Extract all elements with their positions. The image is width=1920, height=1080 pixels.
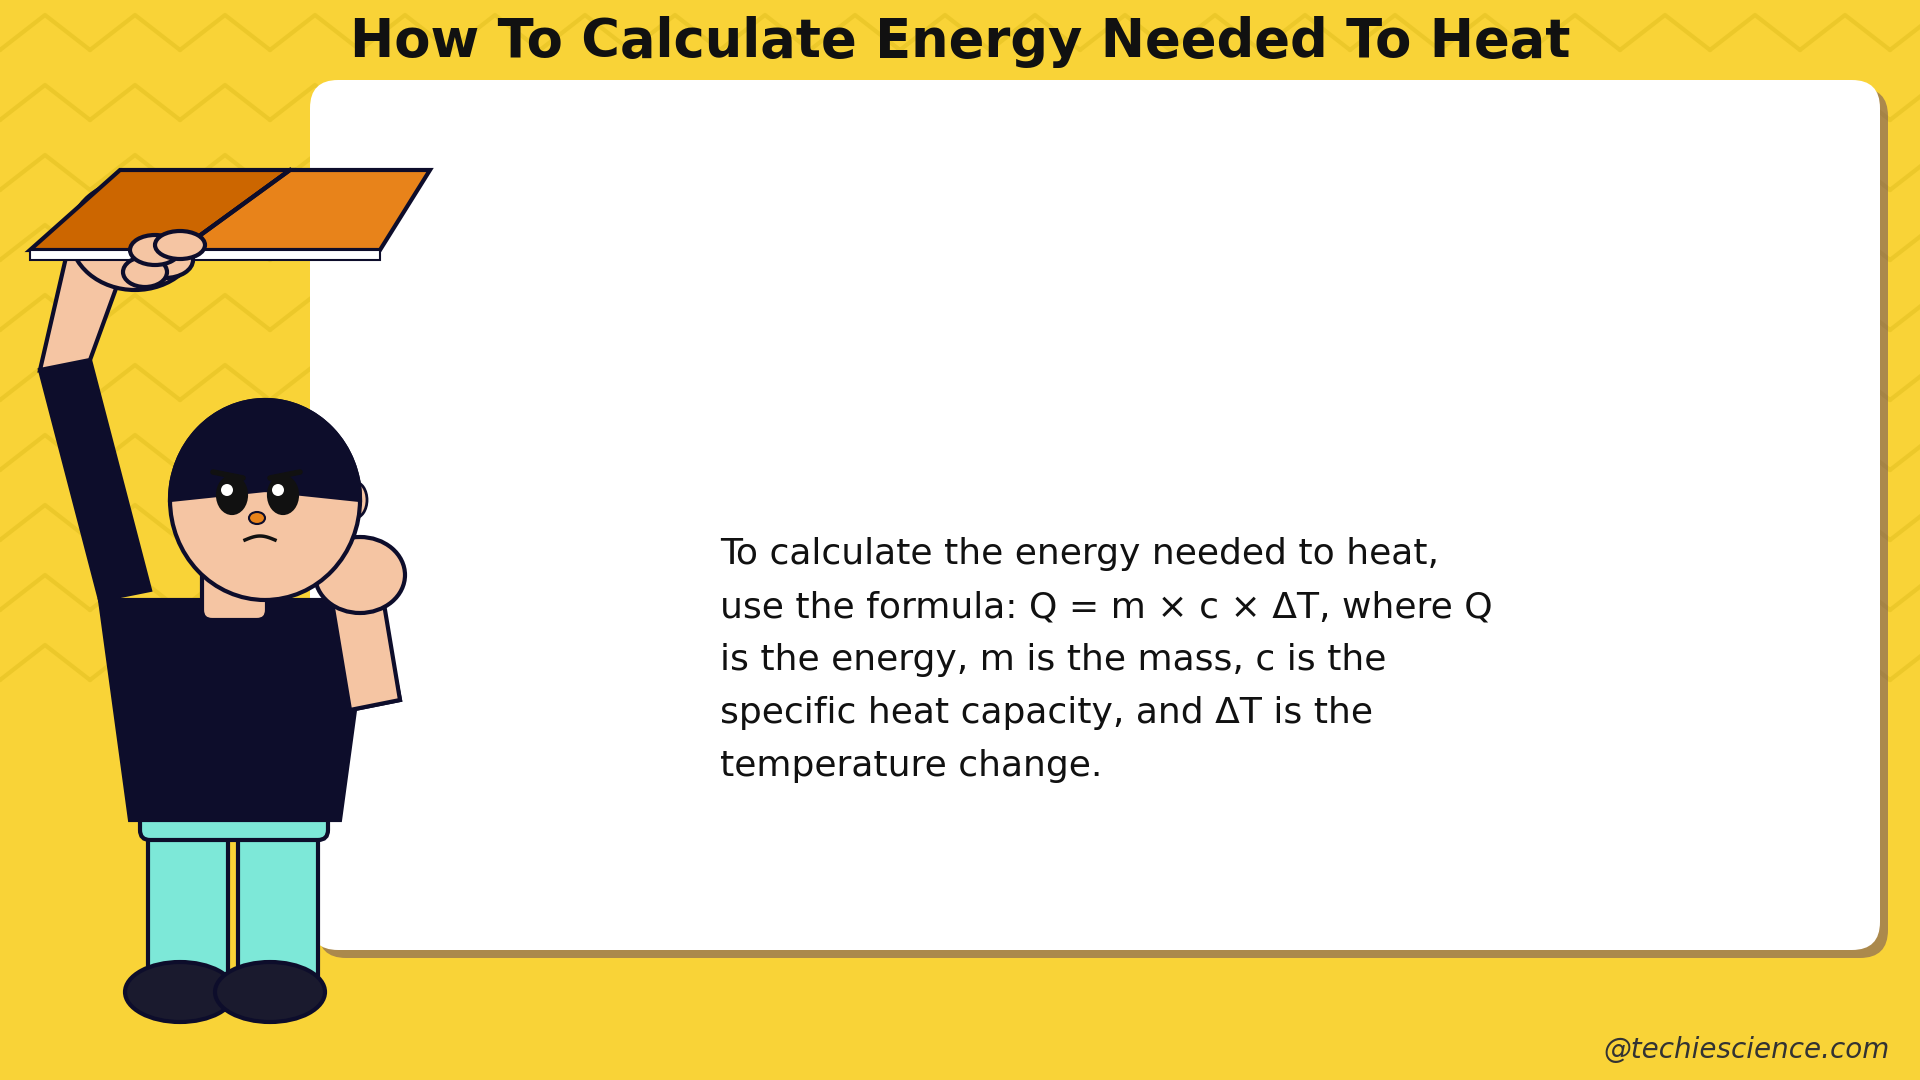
Ellipse shape xyxy=(171,400,361,600)
Ellipse shape xyxy=(123,257,167,287)
Ellipse shape xyxy=(315,537,405,613)
Text: How To Calculate Energy Needed To Heat: How To Calculate Energy Needed To Heat xyxy=(349,16,1571,68)
Ellipse shape xyxy=(273,484,284,496)
Ellipse shape xyxy=(136,242,194,278)
FancyBboxPatch shape xyxy=(202,561,267,620)
Ellipse shape xyxy=(125,962,234,1022)
Text: @techiescience.com: @techiescience.com xyxy=(1603,1036,1889,1064)
Ellipse shape xyxy=(344,482,367,518)
Polygon shape xyxy=(330,580,399,710)
Ellipse shape xyxy=(69,180,200,291)
FancyBboxPatch shape xyxy=(148,798,228,998)
Text: To calculate the energy needed to heat,
use the formula: Q = m × c × ΔT, where Q: To calculate the energy needed to heat, … xyxy=(720,537,1492,783)
Polygon shape xyxy=(31,170,290,249)
Ellipse shape xyxy=(219,477,246,513)
FancyBboxPatch shape xyxy=(140,760,328,840)
Ellipse shape xyxy=(269,477,298,513)
Polygon shape xyxy=(100,600,371,820)
Ellipse shape xyxy=(215,962,324,1022)
Polygon shape xyxy=(330,600,399,710)
Ellipse shape xyxy=(250,512,265,524)
Ellipse shape xyxy=(156,231,205,259)
FancyBboxPatch shape xyxy=(309,80,1880,950)
Polygon shape xyxy=(180,170,430,249)
Polygon shape xyxy=(40,360,150,600)
Polygon shape xyxy=(40,240,131,370)
Ellipse shape xyxy=(131,235,180,265)
Polygon shape xyxy=(31,249,380,260)
FancyBboxPatch shape xyxy=(238,798,319,998)
FancyBboxPatch shape xyxy=(319,87,1887,958)
Ellipse shape xyxy=(221,484,232,496)
Polygon shape xyxy=(171,400,361,500)
